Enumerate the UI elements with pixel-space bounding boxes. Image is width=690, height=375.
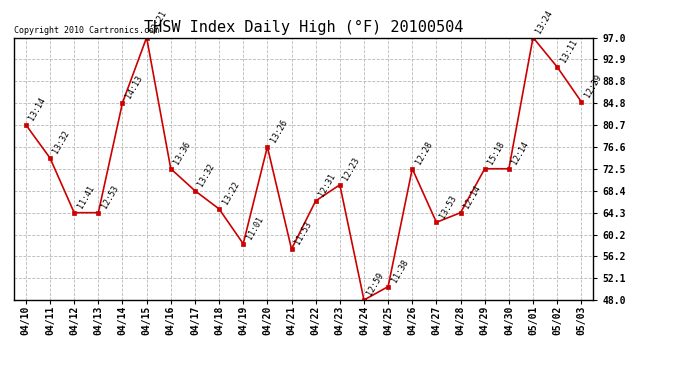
Text: 11:01: 11:01	[245, 215, 265, 241]
Text: 13:11: 13:11	[559, 38, 579, 64]
Text: 15:18: 15:18	[486, 140, 506, 166]
Text: 12:14: 12:14	[511, 140, 531, 166]
Text: 13:36: 13:36	[172, 140, 193, 166]
Title: THSW Index Daily High (°F) 20100504: THSW Index Daily High (°F) 20100504	[144, 20, 463, 35]
Text: 12:59: 12:59	[366, 271, 386, 297]
Text: 11:38: 11:38	[390, 258, 410, 284]
Text: 14:13: 14:13	[124, 74, 144, 100]
Text: 13:53: 13:53	[438, 194, 458, 219]
Text: 12:29: 12:29	[583, 73, 603, 99]
Text: 11:53: 11:53	[293, 220, 313, 246]
Text: 12:14: 12:14	[462, 184, 482, 210]
Text: 13:14: 13:14	[28, 96, 48, 122]
Text: 13:22: 13:22	[221, 180, 241, 206]
Text: 13:26: 13:26	[269, 118, 289, 144]
Text: 12:31: 12:31	[317, 172, 337, 198]
Text: 13:32: 13:32	[52, 129, 72, 155]
Text: 12:23: 12:23	[342, 156, 362, 182]
Text: 13:21: 13:21	[148, 9, 168, 35]
Text: 12:28: 12:28	[414, 140, 434, 166]
Text: Copyright 2010 Cartronics.com: Copyright 2010 Cartronics.com	[14, 26, 159, 35]
Text: 12:53: 12:53	[100, 184, 120, 210]
Text: 13:32: 13:32	[197, 162, 217, 188]
Text: 13:24: 13:24	[535, 9, 555, 35]
Text: 11:41: 11:41	[76, 184, 96, 210]
